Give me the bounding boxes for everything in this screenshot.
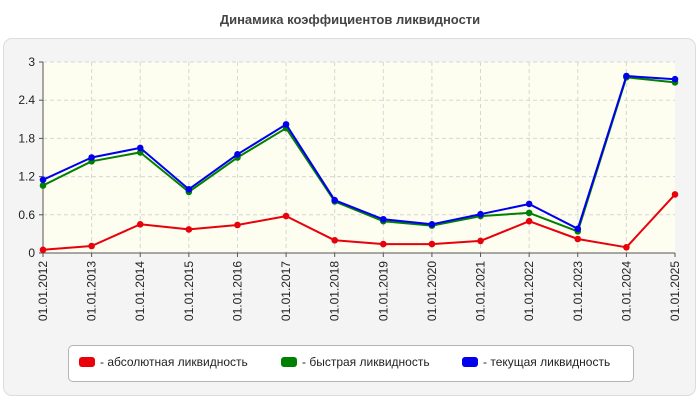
data-point-series-0 — [623, 243, 630, 251]
x-tick-label: 01.01.2017 — [279, 261, 293, 321]
data-point-series-0 — [136, 221, 144, 228]
x-tick-label: 01.01.2014 — [133, 261, 147, 321]
x-tick-label: 01.01.2025 — [668, 261, 682, 321]
legend-swatch-absolute — [79, 357, 95, 367]
legend-label-quick: - быстрая ликвидность — [302, 355, 430, 369]
data-point-series-0 — [428, 240, 436, 248]
x-tick-label: 01.01.2012 — [36, 261, 50, 321]
x-tick-label: 01.01.2022 — [522, 261, 536, 321]
data-point-series-2 — [525, 200, 533, 208]
data-point-series-2 — [428, 221, 436, 228]
series-line-2 — [42, 75, 676, 230]
legend-item-quick: - быстрая ликвидность — [281, 355, 430, 369]
axes — [42, 62, 675, 254]
y-tick-label: 0.6 — [18, 208, 35, 222]
data-point-series-0 — [282, 212, 290, 220]
chart-title: Динамика коэффициентов ликвидности — [219, 12, 481, 27]
data-point-series-0 — [477, 237, 484, 245]
data-point-series-2 — [331, 196, 338, 204]
grid-lines — [43, 61, 675, 253]
data-point-series-2 — [671, 75, 679, 83]
x-tick-label: 01.01.2016 — [230, 261, 244, 321]
data-point-series-0 — [88, 242, 95, 250]
data-point-series-0 — [39, 246, 47, 254]
legend-item-current: - текущая ликвидность — [462, 355, 610, 369]
series-lines — [39, 72, 679, 254]
data-point-series-1 — [525, 209, 533, 217]
legend-label-current: - текущая ликвидность — [483, 355, 611, 369]
legend-swatch-current — [462, 357, 478, 367]
data-point-series-1 — [39, 182, 47, 189]
data-point-series-2 — [477, 210, 484, 218]
data-point-series-0 — [574, 235, 582, 243]
data-point-series-2 — [39, 176, 47, 184]
y-tick-label: 0 — [28, 246, 35, 260]
y-tick-labels: 0 0.6 1.2 1.8 2.4 3 — [18, 55, 43, 260]
y-tick-label: 1.2 — [18, 170, 35, 184]
x-tick-label: 01.01.2020 — [425, 261, 439, 321]
x-tick-label: 01.01.2015 — [182, 261, 196, 321]
data-point-series-0 — [525, 217, 533, 225]
series-line-1 — [42, 76, 676, 233]
data-point-series-2 — [136, 144, 144, 152]
data-point-series-2 — [88, 154, 95, 161]
data-point-series-2 — [234, 151, 241, 158]
x-tick-label: 01.01.2019 — [376, 261, 390, 321]
y-tick-label: 1.8 — [18, 131, 35, 145]
data-point-series-0 — [380, 240, 387, 248]
data-point-series-2 — [623, 72, 630, 80]
x-tick-labels: 01.01.2012 01.01.2013 01.01.2014 01.01.2015… — [36, 253, 682, 321]
x-tick-label: 01.01.2024 — [619, 261, 633, 321]
x-tick-label: 01.01.2023 — [571, 261, 585, 321]
data-point-series-2 — [282, 121, 290, 128]
data-point-series-2 — [185, 186, 193, 193]
data-point-series-0 — [671, 191, 679, 198]
legend: - абсолютная ликвидность - быстрая ликви… — [68, 345, 634, 382]
x-tick-label: 01.01.2013 — [85, 261, 99, 321]
y-tick-label: 3 — [28, 55, 35, 69]
data-point-series-0 — [234, 221, 241, 229]
x-tick-label: 01.01.2021 — [474, 261, 488, 321]
plot-background — [43, 62, 675, 253]
data-point-series-0 — [331, 236, 338, 244]
series-line-0 — [42, 193, 676, 251]
data-point-series-2 — [574, 225, 582, 233]
legend-item-absolute: - абсолютная ликвидность — [79, 355, 248, 369]
y-tick-label: 2.4 — [18, 93, 35, 107]
legend-swatch-quick — [281, 357, 297, 367]
data-point-series-2 — [380, 215, 387, 223]
plot-area — [43, 62, 675, 253]
legend-label-absolute: - абсолютная ликвидность — [100, 355, 248, 369]
data-point-series-0 — [185, 226, 193, 233]
x-tick-label: 01.01.2018 — [328, 261, 342, 321]
